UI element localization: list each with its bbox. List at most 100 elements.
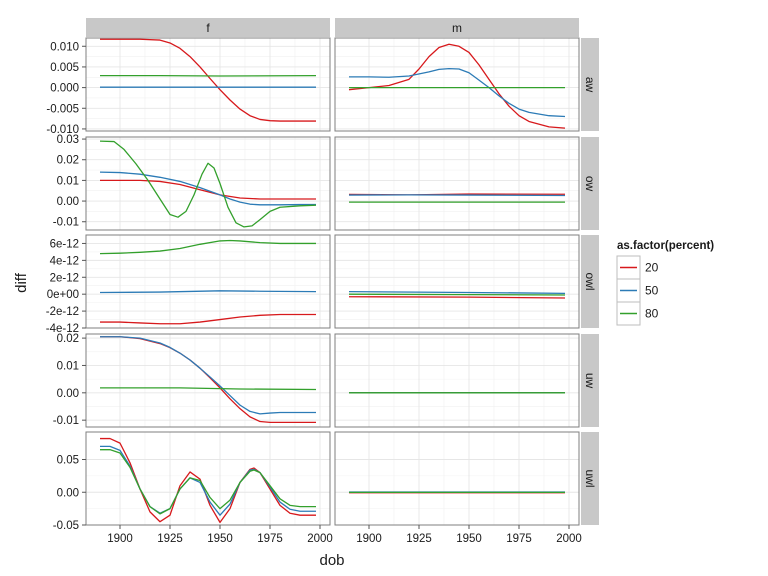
row-strip-label: uw	[583, 373, 597, 389]
legend-item-20: 20	[616, 255, 659, 280]
x-tick-label: 1950	[207, 533, 233, 545]
panel-border	[334, 136, 580, 231]
y-tick-label: 2e-12	[50, 272, 79, 284]
y-tick-label: -0.01	[53, 415, 79, 427]
x-tick-label: 1925	[157, 533, 183, 545]
row-strips: aw ow owl uw uwl	[581, 38, 599, 525]
legend-label: 50	[645, 284, 659, 298]
y-tick-label: -0.01	[53, 217, 79, 229]
panel-background	[85, 333, 331, 428]
row-strip-aw	[581, 38, 599, 131]
panel-background	[334, 431, 580, 526]
column-strip-label: m	[452, 21, 462, 35]
series-line-80	[348, 293, 566, 296]
series-line-20	[100, 38, 316, 122]
column-strip-f	[86, 18, 330, 37]
series-line-50	[348, 291, 566, 294]
panel-grid	[85, 37, 580, 526]
legend: as.factor(percent) 20 50 80	[616, 240, 714, 326]
x-axis-title: dob	[319, 552, 344, 569]
panel-f-owl	[85, 234, 331, 329]
panel-background	[334, 234, 580, 329]
row-strip-label: aw	[583, 77, 597, 93]
y-tick-label: 0.02	[57, 155, 79, 167]
y-tick-label: 0e+00	[47, 289, 79, 301]
panel-border	[334, 234, 580, 329]
y-tick-label: 0.00	[57, 196, 79, 208]
y-tick-label: 6e-12	[50, 238, 79, 250]
x-tick-label: 1975	[257, 533, 283, 545]
row-strip-ow	[581, 137, 599, 230]
x-tick-label: 1900	[356, 533, 382, 545]
y-axis-title: diff	[13, 272, 30, 293]
x-tick-label: 1925	[406, 533, 432, 545]
panel-background	[85, 37, 331, 132]
y-tick-label: 0.010	[50, 41, 79, 53]
series-line-20	[100, 179, 316, 200]
panel-m-uwl	[334, 431, 580, 526]
series-line-20	[348, 43, 566, 129]
panel-border	[85, 136, 331, 231]
x-tick-label: 2000	[556, 533, 582, 545]
panel-f-ow	[85, 136, 331, 231]
panel-background	[334, 333, 580, 428]
series-line-80	[100, 449, 316, 515]
x-tick-label: 2000	[307, 533, 333, 545]
legend-item-80: 80	[616, 301, 659, 326]
y-tick-label: -0.005	[46, 103, 79, 115]
y-tick-label: 0.02	[57, 333, 79, 345]
y-tick-label: 0.01	[57, 175, 79, 187]
row-strip-label: ow	[583, 176, 597, 192]
row-strip-label: uwl	[583, 469, 597, 487]
panel-f-uw	[85, 333, 331, 428]
y-tick-label: 0.00	[57, 487, 79, 499]
panel-border	[85, 333, 331, 428]
series-line-50	[99, 290, 317, 294]
row-strip-label: owl	[583, 272, 597, 290]
series-line-80	[99, 140, 317, 228]
panel-border	[85, 431, 331, 526]
y-tick-label: 0.000	[50, 83, 79, 95]
x-tick-label: 1900	[107, 533, 133, 545]
series-line-20	[100, 313, 316, 325]
y-tick-label: 0.03	[57, 134, 79, 146]
series-line-50	[100, 336, 316, 415]
row-strip-owl	[581, 235, 599, 328]
row-strip-uw	[581, 334, 599, 427]
panel-border	[334, 431, 580, 526]
y-tick-label: 0.05	[57, 455, 79, 467]
legend-label: 20	[645, 261, 659, 275]
y-tick-label: -2e-12	[46, 306, 79, 318]
legend-label: 80	[645, 307, 659, 321]
y-tick-label: 0.01	[57, 360, 79, 372]
x-tick-label: 1975	[506, 533, 532, 545]
y-tick-label: 0.005	[50, 62, 79, 74]
panel-border	[334, 333, 580, 428]
panel-background	[85, 431, 331, 526]
column-strip-label: f	[206, 21, 210, 35]
x-axis: 1900 1925 1950 1975 2000 1900 1925 1950 1975 2000	[107, 525, 582, 545]
panel-m-ow	[334, 136, 580, 231]
panel-m-aw	[334, 37, 580, 132]
series-line-50	[348, 194, 566, 197]
legend-item-50: 50	[616, 278, 659, 303]
x-tick-label: 1950	[456, 533, 482, 545]
panel-m-uw	[334, 333, 580, 428]
panel-background	[334, 136, 580, 231]
panel-m-owl	[334, 234, 580, 329]
column-strip-m	[335, 18, 579, 37]
row-strip-uwl	[581, 432, 599, 525]
y-tick-label: 4e-12	[50, 255, 79, 267]
y-tick-label: 0.00	[57, 388, 79, 400]
legend-title: as.factor(percent)	[617, 240, 714, 252]
series-line-80	[99, 239, 316, 255]
y-axis: -0.010 -0.005 0.000 0.005 0.010 -0.01 0.00 0.01…	[46, 41, 86, 532]
y-tick-label: -0.010	[46, 124, 79, 136]
panel-border	[85, 234, 331, 329]
series-line-50	[349, 67, 566, 118]
y-tick-label: -0.05	[53, 520, 79, 532]
panel-f-uwl	[85, 431, 331, 526]
panel-border	[85, 37, 331, 132]
y-tick-label: -4e-12	[46, 323, 79, 335]
